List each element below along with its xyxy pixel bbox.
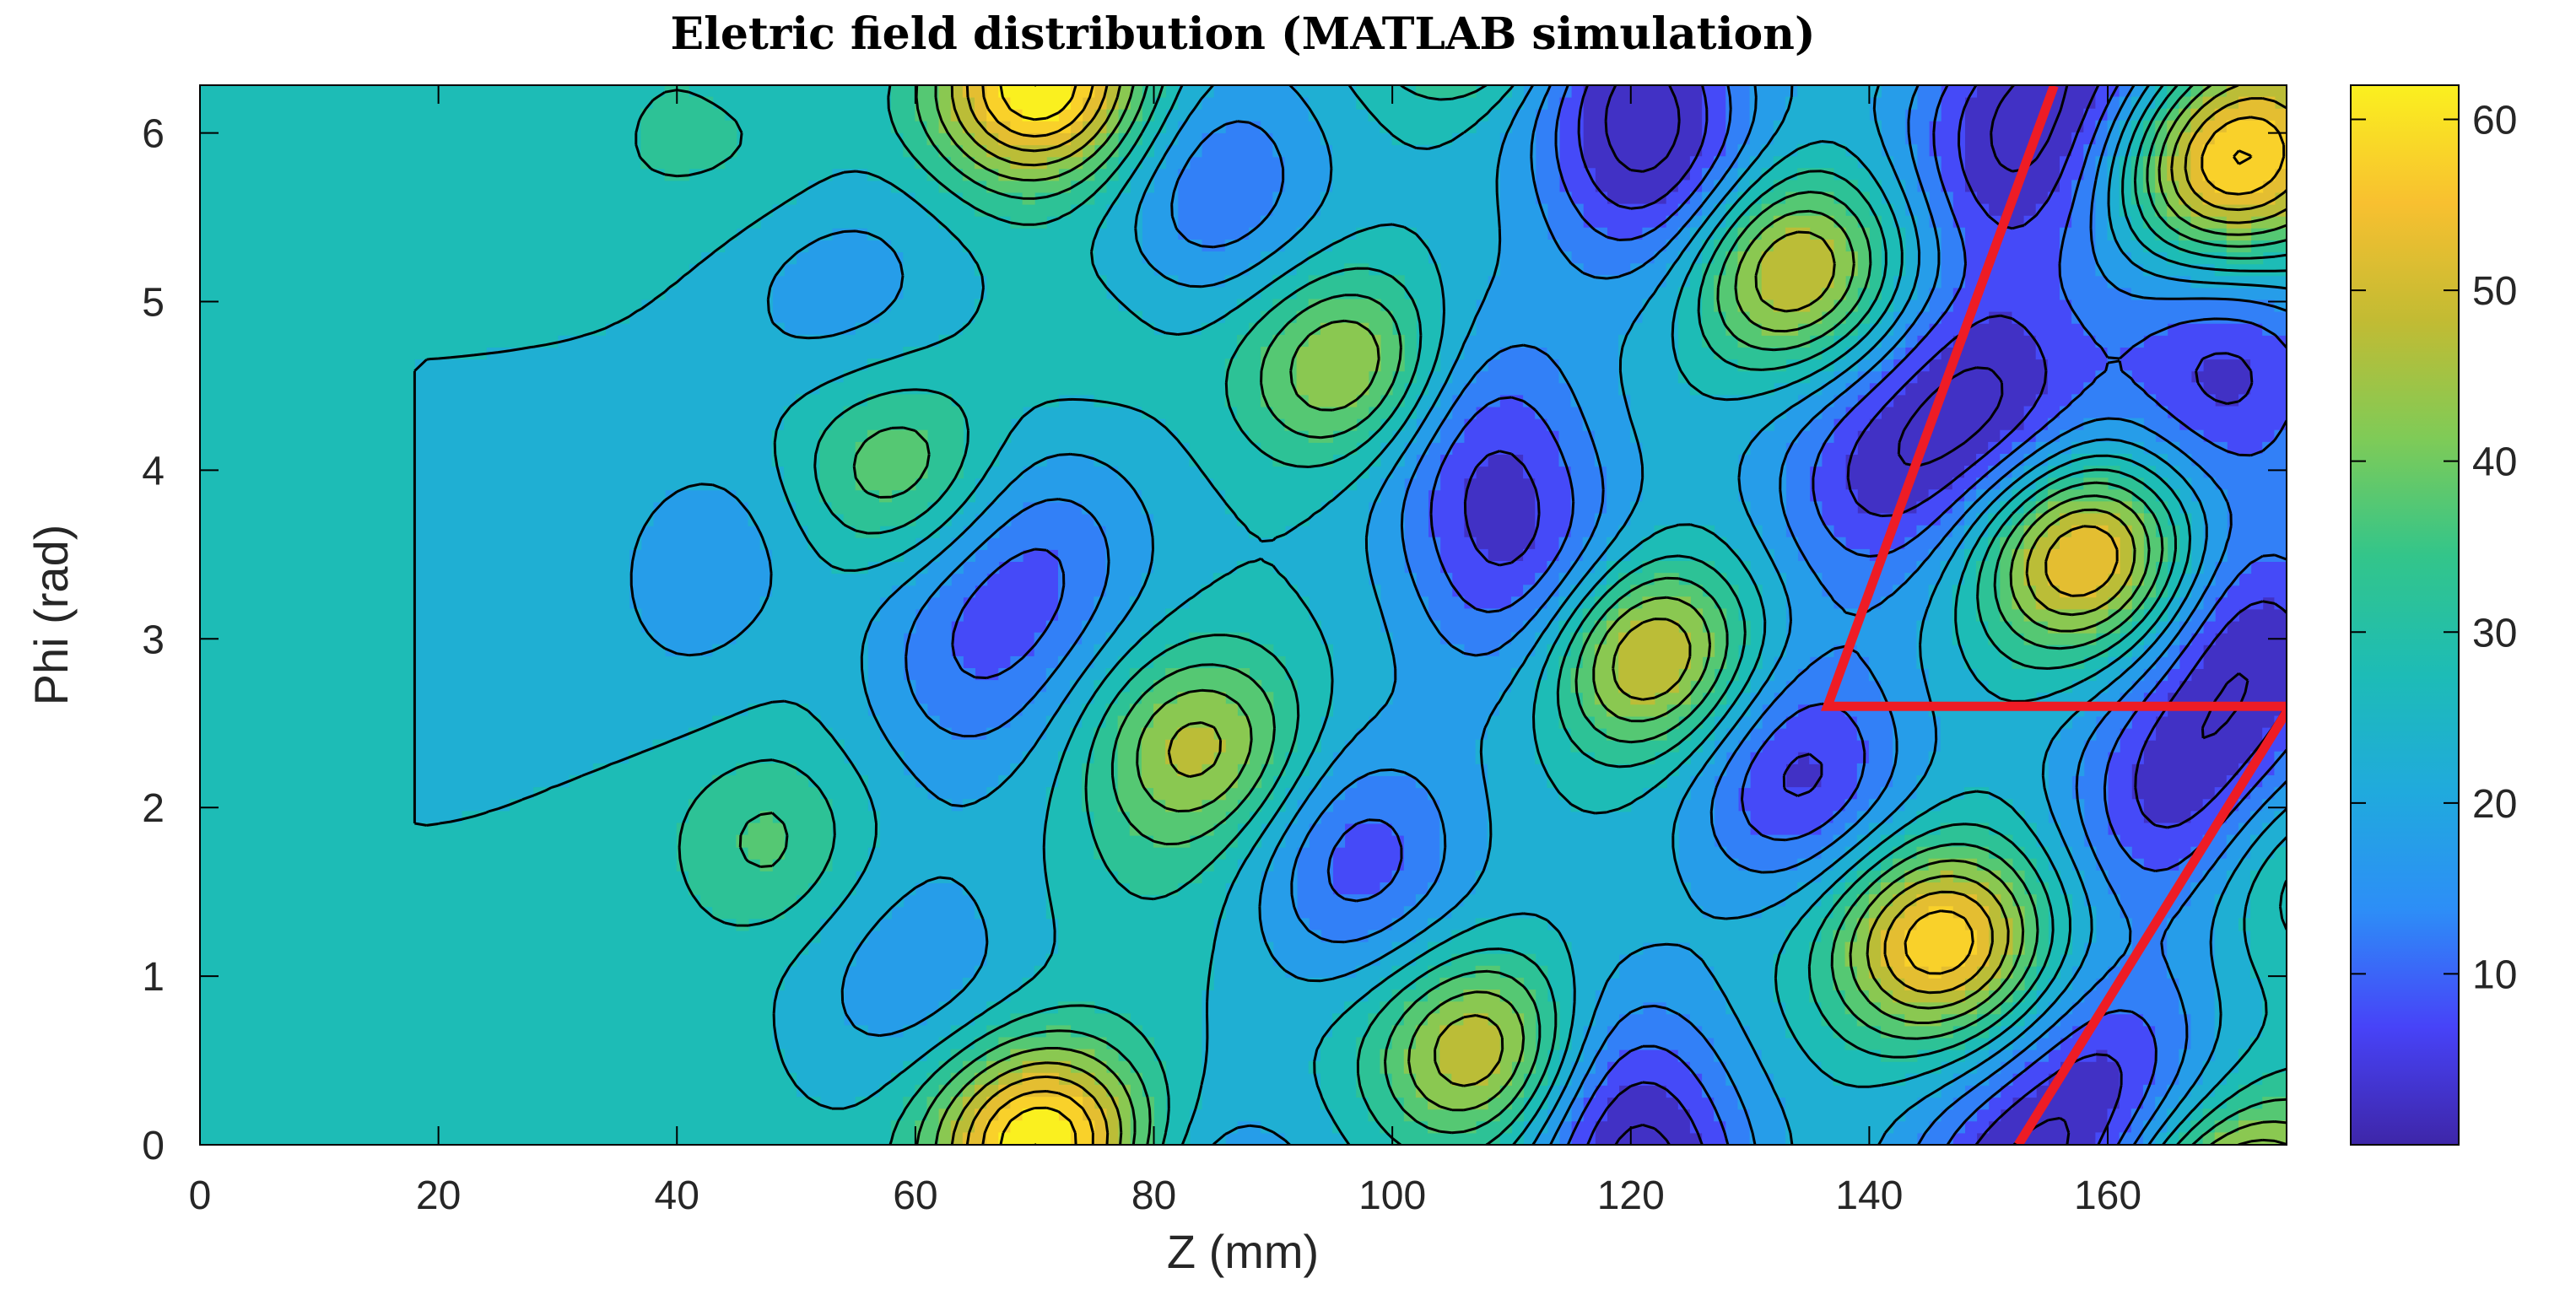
- y-tick-label: 2: [142, 786, 165, 831]
- x-tick-label: 20: [416, 1173, 461, 1218]
- contour-band: [640, 85, 2287, 1145]
- colorbar-tick-label: 30: [2472, 611, 2517, 655]
- y-tick-label: 3: [142, 618, 165, 662]
- x-tick-label: 120: [1597, 1173, 1665, 1218]
- contour-line: [1604, 85, 2249, 1145]
- plot-frame: [199, 84, 2287, 1146]
- x-tick-label: 80: [1131, 1173, 1176, 1218]
- y-tick-label: 6: [142, 112, 165, 157]
- contour-band: [413, 85, 2287, 1145]
- contour-line: [635, 85, 2287, 1145]
- contour-line: [413, 85, 2287, 1145]
- colorbar-tick-label: 60: [2472, 99, 2517, 143]
- y-tick-label: 4: [142, 449, 165, 494]
- x-tick-label: 40: [655, 1173, 699, 1218]
- x-tick-label: 0: [189, 1173, 212, 1218]
- chart-title: Eletric field distribution (MATLAB simul…: [670, 8, 1815, 60]
- y-tick-label: 0: [142, 1124, 165, 1168]
- annotation-layer: [1821, 85, 2287, 1145]
- annotation-zigzag-line: [1821, 85, 2287, 1145]
- contour-line: [738, 85, 2287, 1145]
- colorbar-tick-label: 50: [2472, 269, 2517, 314]
- colorbar-ticks: 10 20 30 40 50 60: [2351, 99, 2517, 997]
- contour-line: [951, 85, 2287, 1145]
- colorbar: 10 20 30 40 50 60: [2350, 84, 2517, 1146]
- x-axis: 0 20 40 60 80 100 120 140 160: [189, 85, 2141, 1218]
- y-tick-label: 5: [142, 280, 165, 325]
- contour-line: [905, 85, 2287, 1145]
- contour-line: [934, 85, 2287, 1145]
- contour-layer: [200, 85, 2287, 1145]
- y-axis-label: Phi (rad): [24, 525, 78, 706]
- x-tick-label: 140: [1835, 1173, 1903, 1218]
- colorbar-tick-label: 10: [2472, 952, 2517, 997]
- x-tick-label: 160: [2074, 1173, 2141, 1218]
- contour-plot-area: [199, 84, 2287, 1146]
- colorbar-tick-label: 20: [2472, 782, 2517, 827]
- contour-line: [965, 85, 2287, 1145]
- contour-line: [981, 85, 2286, 1145]
- y-tick-label: 1: [142, 955, 165, 1000]
- x-tick-label: 100: [1358, 1173, 1426, 1218]
- x-tick-label: 60: [893, 1173, 937, 1218]
- y-axis: 0 1 2 3 4 5 6: [142, 112, 2287, 1168]
- x-axis-label: Z (mm): [1167, 1225, 1319, 1278]
- contour-line: [999, 85, 2253, 1145]
- contour-line: [950, 85, 2287, 1145]
- contour-band: [950, 85, 2287, 1145]
- contour-band: [200, 85, 2287, 1145]
- colorbar-gradient: [2350, 84, 2460, 1146]
- colorbar-tick-label: 40: [2472, 440, 2517, 485]
